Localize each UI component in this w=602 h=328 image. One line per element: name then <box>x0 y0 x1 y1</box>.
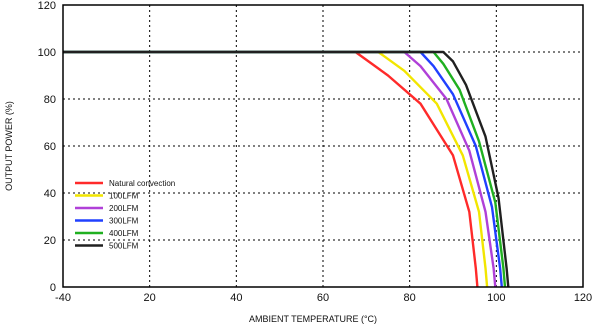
series-lines <box>63 50 510 288</box>
legend-label: 200LFM <box>109 204 139 213</box>
legend: Natural convection 100LFM 200LFM 300LFM 400L… <box>75 179 175 251</box>
x-tick-label: 40 <box>230 292 242 304</box>
legend-label: 100LFM <box>109 192 139 201</box>
y-tick-label: 20 <box>44 235 56 247</box>
series-line-3 <box>63 50 497 288</box>
series-line-2 <box>63 50 489 288</box>
y-tick-label: 40 <box>44 188 56 200</box>
x-tick-label: 120 <box>574 292 592 304</box>
y-tick-label: 120 <box>38 0 56 12</box>
series-line-1 <box>63 50 479 288</box>
x-axis-title: AMBIENT TEMPERATURE (°C) <box>249 314 377 324</box>
legend-label: 400LFM <box>109 229 139 238</box>
y-tick-label: 80 <box>44 94 56 106</box>
y-tick-labels: 0 20 40 60 80 100 120 <box>38 0 56 294</box>
legend-label: Natural convection <box>109 179 175 188</box>
legend-label: 500LFM <box>109 242 139 251</box>
legend-label: 300LFM <box>109 217 139 226</box>
plot-frame <box>62 4 584 288</box>
y-tick-label: 100 <box>38 47 56 59</box>
y-axis-title: OUTPUT POWER (%) <box>4 101 14 191</box>
x-tick-label: 80 <box>404 292 416 304</box>
x-tick-label: 100 <box>487 292 505 304</box>
y-tick-label: 0 <box>50 282 56 294</box>
series-line-6 <box>63 50 510 288</box>
x-tick-label: 60 <box>317 292 329 304</box>
series-line-5 <box>63 50 507 288</box>
x-tick-labels: -40 20 40 60 80 100 120 <box>55 292 592 304</box>
x-tick-label: 20 <box>144 292 156 304</box>
y-tick-label: 60 <box>44 141 56 153</box>
series-line-4 <box>63 50 503 288</box>
x-tick-label: -40 <box>55 292 71 304</box>
